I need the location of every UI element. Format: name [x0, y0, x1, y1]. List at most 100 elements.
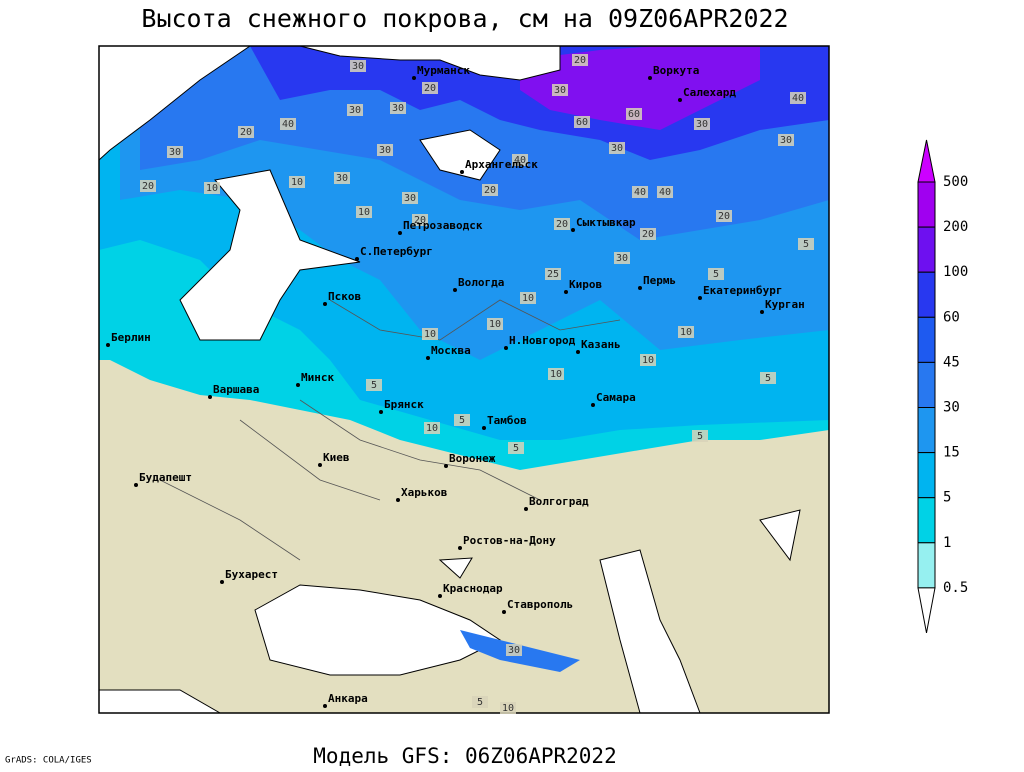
contour-label-box	[694, 118, 710, 130]
contour-label: 5	[371, 380, 377, 391]
contour-label-box	[545, 268, 561, 280]
borders	[159, 299, 621, 561]
city-dot	[426, 356, 430, 360]
northern-seas	[98, 45, 561, 341]
contour-label-box	[422, 82, 438, 94]
contour-label-box	[422, 328, 438, 340]
legend-swatch	[917, 181, 936, 228]
contour-label: 20	[240, 127, 252, 138]
contour-label: 60	[576, 117, 588, 128]
contour-label: 60	[628, 109, 640, 120]
city-dot	[648, 76, 652, 80]
contour-label: 10	[426, 423, 438, 434]
city-dot	[591, 403, 595, 407]
city-label: Пермь	[643, 274, 676, 287]
city-label: Сыктывкар	[576, 216, 636, 229]
city-label: Петрозаводск	[403, 219, 483, 232]
contour-label: 5	[803, 239, 809, 250]
city-dot	[482, 426, 486, 430]
contour-label: 30	[611, 143, 623, 154]
contour-label-box	[377, 144, 393, 156]
legend-swatch	[917, 407, 936, 454]
legend-label: 0.5	[943, 580, 968, 596]
contour-label: 20	[574, 55, 586, 66]
contour-label-box	[204, 182, 220, 194]
contour-label-box	[347, 104, 363, 116]
city-dot	[296, 383, 300, 387]
contour-label: 20	[556, 219, 568, 230]
legend-swatch	[917, 271, 936, 318]
city-label: Мурманск	[417, 64, 470, 77]
city-label: Самара	[596, 391, 636, 404]
city-dot	[524, 507, 528, 511]
contour-label: 10	[291, 177, 303, 188]
city-label: Берлин	[111, 331, 151, 344]
city-label: Ставрополь	[507, 598, 573, 611]
contour-label-box	[472, 696, 488, 708]
city-dot	[678, 98, 682, 102]
city-dot	[460, 170, 464, 174]
legend-swatch	[917, 497, 936, 544]
city-label: Бухарест	[225, 568, 278, 581]
city-label: Будапешт	[139, 471, 192, 484]
map-frame	[98, 45, 830, 714]
contour-label-box	[554, 218, 570, 230]
credit: GrADS: COLA/IGES	[5, 756, 92, 766]
legend-cap-bottom	[917, 587, 936, 633]
snow-100	[520, 46, 760, 130]
contour-label: 20	[718, 211, 730, 222]
contour-label-box	[574, 116, 590, 128]
city-label: Москва	[431, 344, 471, 357]
contour-label-box	[238, 126, 254, 138]
contour-label-box	[609, 142, 625, 154]
contour-label-box	[790, 92, 806, 104]
contour-label: 5	[713, 269, 719, 280]
contour-label-box	[334, 172, 350, 184]
contour-label: 40	[514, 155, 526, 166]
city-dot	[398, 231, 402, 235]
contour-label: 10	[489, 319, 501, 330]
footer-model: Модель GFS: 06Z06APR2022	[313, 744, 616, 768]
contour-label: 30	[780, 135, 792, 146]
city-label: С.Петербург	[360, 245, 433, 258]
contour-label: 10	[680, 327, 692, 338]
contour-label-box	[424, 422, 440, 434]
city-label: Казань	[581, 338, 621, 351]
contour-label-box	[716, 210, 732, 222]
city-dot	[323, 704, 327, 708]
contour-label: 30	[616, 253, 628, 264]
city-dot	[564, 290, 568, 294]
legend-swatch	[917, 361, 936, 408]
contour-label-box	[520, 292, 536, 304]
contour-label-box	[657, 186, 673, 198]
city-label: Воркута	[653, 64, 699, 77]
legend-swatch	[917, 226, 936, 273]
contour-label: 5	[477, 697, 483, 708]
contour-label-box	[140, 180, 156, 192]
contour-label: 5	[459, 415, 465, 426]
contour-label-box	[167, 146, 183, 158]
city-dot	[106, 343, 110, 347]
legend-label: 30	[943, 400, 960, 416]
contour-label: 30	[352, 61, 364, 72]
contour-label: 5	[513, 443, 519, 454]
city-dot	[438, 594, 442, 598]
contour-label-box	[626, 108, 642, 120]
contour-label: 30	[508, 645, 520, 656]
contour-label-box	[632, 186, 648, 198]
city-dot	[208, 395, 212, 399]
contour-label: 30	[349, 105, 361, 116]
city-label: Салехард	[683, 86, 736, 99]
city-label: Тамбов	[487, 414, 527, 427]
contour-label-box	[798, 238, 814, 250]
contour-label: 10	[642, 355, 654, 366]
city-dot	[355, 257, 359, 261]
contour-label-box	[552, 84, 568, 96]
contour-label-box	[412, 214, 428, 226]
city-label: Н.Новгород	[509, 334, 576, 347]
legend-label: 100	[943, 264, 968, 280]
contour-label-box	[760, 372, 776, 384]
contour-label-box	[640, 354, 656, 366]
contour-label-box	[402, 192, 418, 204]
contour-label-box	[482, 184, 498, 196]
